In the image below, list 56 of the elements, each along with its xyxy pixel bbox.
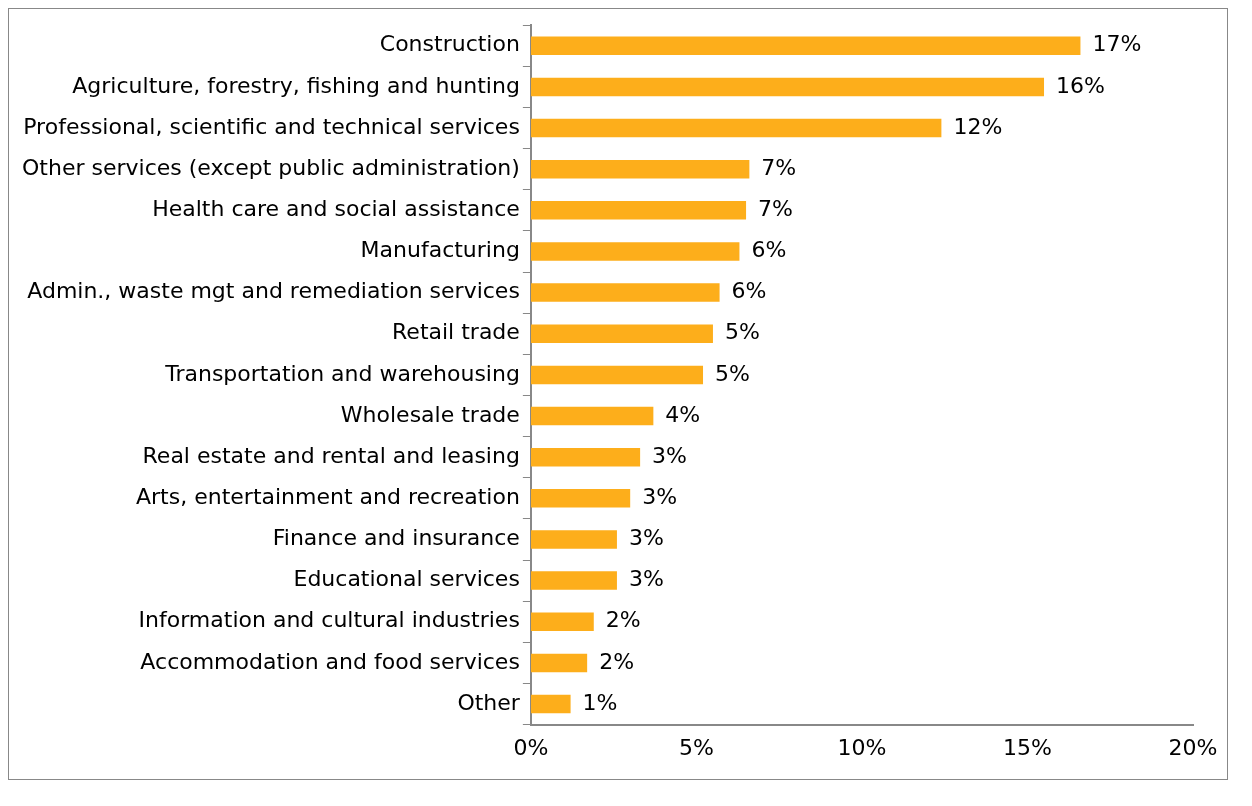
y-tick-label: Real estate and rental and leasing — [142, 442, 520, 468]
bar — [530, 283, 720, 302]
data-label: 4% — [665, 401, 701, 427]
bar — [530, 447, 641, 467]
y-tick-label: Wholesale trade — [340, 401, 520, 427]
data-label: 1% — [582, 689, 618, 715]
bar — [530, 694, 571, 714]
data-label: 2% — [599, 648, 635, 674]
bar — [530, 365, 704, 385]
bar — [530, 118, 942, 138]
bar — [530, 201, 747, 220]
data-label: 6% — [751, 237, 787, 263]
y-tick-label: Health care and social assistance — [152, 196, 520, 222]
bar — [530, 159, 750, 179]
bar — [530, 77, 1045, 97]
data-label: 3% — [628, 525, 664, 551]
data-label: 3% — [642, 484, 678, 510]
bar — [530, 242, 740, 261]
y-tick-label: Accommodation and food services — [140, 648, 520, 674]
bar — [530, 612, 594, 631]
bar — [530, 324, 713, 344]
data-label: 6% — [731, 278, 767, 304]
x-tick-label: 0% — [513, 734, 549, 760]
data-label: 7% — [758, 196, 793, 222]
data-label: 2% — [605, 607, 641, 633]
y-tick-label: Construction — [379, 31, 520, 57]
bar — [530, 653, 588, 673]
y-tick-label: Manufacturing — [360, 237, 520, 263]
bar — [530, 530, 617, 549]
data-label: 16% — [1056, 72, 1105, 98]
y-tick-label: Professional, scientific and technical services — [23, 113, 520, 139]
bar — [530, 406, 654, 426]
y-tick-label: Other services (except public administration) — [21, 154, 520, 180]
y-tick-label: Other — [457, 689, 521, 715]
y-tick-label: Educational services — [293, 566, 520, 592]
x-tick-label: 5% — [678, 734, 714, 760]
data-label: 17% — [1092, 31, 1142, 57]
data-label: 12% — [953, 113, 1003, 139]
data-label: 5% — [715, 360, 750, 386]
bar — [530, 489, 631, 508]
x-tick-label: 15% — [1003, 734, 1052, 760]
y-tick-label: Arts, entertainment and recreation — [136, 484, 520, 510]
y-tick-label: Finance and insurance — [272, 525, 520, 551]
x-tick-label: 20% — [1168, 734, 1218, 760]
bar — [530, 571, 617, 590]
y-tick-label: Agriculture, forestry, fishing and hunting — [72, 72, 520, 98]
x-tick-label: 10% — [837, 734, 887, 760]
data-label: 3% — [628, 566, 664, 592]
y-tick-label: Information and cultural industries — [138, 607, 520, 633]
data-label: 5% — [724, 319, 760, 345]
bar — [530, 36, 1081, 56]
data-label: 3% — [652, 442, 688, 468]
y-tick-label: Admin., waste mgt and remediation services — [27, 278, 520, 304]
y-tick-label: Retail trade — [392, 319, 520, 345]
y-tick-label: Transportation and warehousing — [164, 360, 520, 386]
data-label: 7% — [761, 154, 797, 180]
